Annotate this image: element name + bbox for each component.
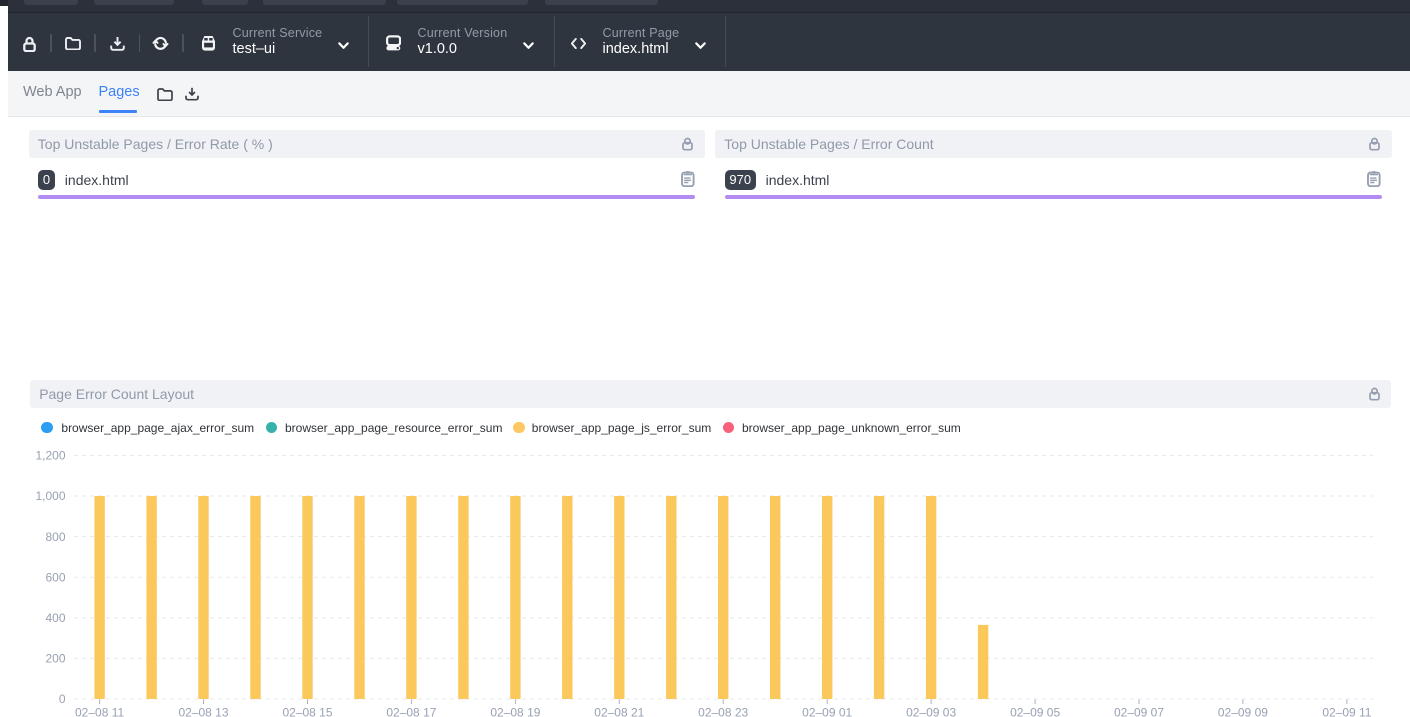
svg-text:02–09 07: 02–09 07 — [1114, 705, 1164, 717]
svg-text:200: 200 — [45, 652, 65, 666]
svg-text:800: 800 — [45, 530, 65, 544]
svg-text:02–08 13: 02–08 13 — [178, 705, 228, 717]
svg-text:02–09 05: 02–09 05 — [1010, 705, 1060, 717]
svg-text:02–08 17: 02–08 17 — [386, 705, 436, 717]
svg-text:600: 600 — [45, 570, 65, 584]
svg-text:400: 400 — [45, 611, 65, 625]
svg-text:02–09 09: 02–09 09 — [1218, 705, 1268, 717]
svg-text:02–08 15: 02–08 15 — [282, 705, 332, 717]
svg-text:02–09 01: 02–09 01 — [802, 705, 852, 717]
svg-text:1,000: 1,000 — [35, 489, 65, 503]
svg-text:0: 0 — [59, 692, 66, 706]
svg-text:02–08 21: 02–08 21 — [594, 705, 644, 717]
svg-text:02–08 11: 02–08 11 — [75, 705, 124, 717]
svg-text:02–09 03: 02–09 03 — [906, 705, 956, 717]
svg-text:02–08 19: 02–08 19 — [490, 705, 540, 717]
svg-text:02–09 11: 02–09 11 — [1322, 705, 1371, 717]
svg-text:1,200: 1,200 — [35, 449, 65, 463]
svg-text:02–08 23: 02–08 23 — [698, 705, 748, 717]
